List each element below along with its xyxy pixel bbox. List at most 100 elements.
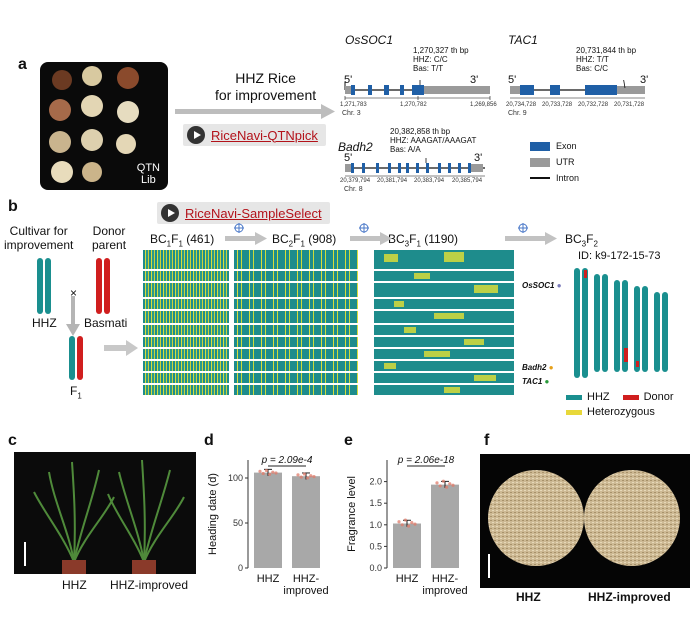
badh2-tick-2: 20,383,794 [414, 178, 445, 184]
marker-badh2-label: Badh2 [522, 363, 547, 372]
heading-point-0-5 [274, 471, 278, 475]
heterozygous-patches [384, 252, 498, 393]
fragrance-level-chart: 0.0 0.5 1.0 1.5 2.0 Fragrance level HHZ HHZ-imp… [346, 455, 468, 597]
fragrance-ytick-label-3: 1.5 [369, 498, 382, 508]
grain-plates-photo [480, 454, 690, 588]
heading-point-0-1 [261, 471, 265, 476]
heading-point-1-2 [302, 472, 306, 476]
fragrance-pvalue: p = 2.06e-18 [397, 455, 455, 466]
legend-exon: Exon [530, 138, 579, 154]
f1-label: F1 [70, 384, 82, 400]
basmati-chromosome-b [104, 258, 110, 314]
hhz-rice-line2: for improvement [215, 87, 317, 103]
panel-c-hhz-label: HHZ [62, 578, 87, 592]
gen-label-bc1f1: BC1F1 (461) [150, 232, 214, 248]
genotype-legend: HHZ Donor Heterozygous [566, 390, 674, 420]
gen1-sub1: 2 [288, 239, 294, 249]
arrow-to-f1 [66, 296, 80, 336]
basmati-parent-label: Basmati [84, 316, 128, 330]
ossoc1-tick-0: 1,271,783 [340, 102, 367, 108]
heading-ylabel: Heading date (d) [207, 473, 219, 555]
hhz-rice-title: HHZ Rice for improvement [215, 70, 316, 104]
badh2-bas: Bas: A/A [390, 145, 421, 154]
arrow-qtn [175, 104, 335, 119]
gene-name-tac1: TAC1 [508, 33, 538, 47]
qtn-library-photo: QTN Lib [40, 62, 168, 190]
fragrance-point-0-1 [400, 523, 404, 527]
arrow-bc3-bc3f2 [505, 223, 557, 245]
basmati-chromosome-a [96, 258, 102, 314]
heading-date-chart: 0 50 100 Heading date (d) HHZ HHZ-improved p =… [207, 455, 329, 597]
ossoc1-tick-2: 1,269,856 [470, 102, 497, 108]
f1-text: F [70, 384, 78, 398]
panel-f-hhz-label: HHZ [516, 590, 541, 604]
fragrance-point-1-5 [451, 483, 455, 487]
badh2-5prime: 5' [344, 152, 353, 164]
fragrance-bar-1 [431, 484, 459, 568]
heading-point-0-2 [264, 468, 268, 473]
heading-ytick-label-0: 0 [238, 563, 243, 573]
marker-tac1: TAC1 ● [522, 377, 549, 386]
fragrance-point-1-0 [435, 481, 439, 485]
panel-c-label: c [8, 432, 17, 449]
donor-swatch [622, 395, 639, 400]
fragrance-point-0-5 [413, 522, 417, 526]
heading-point-1-1 [299, 475, 303, 479]
seed-plates [49, 66, 139, 183]
ossoc1-hhz: HHZ: C/C [413, 55, 448, 64]
arrow-bc2-bc3 [350, 223, 392, 245]
fragrance-point-0-0 [397, 520, 401, 524]
badh2-gene-model [345, 158, 485, 177]
gen2-sub1: 3 [404, 239, 410, 249]
intron-swatch [530, 177, 550, 179]
gen2-f: F [409, 232, 417, 246]
gen-label-bc3f2: BC3F2 [565, 232, 598, 248]
panel-f-label: f [484, 432, 490, 449]
gen1-count: (908) [304, 232, 337, 246]
panel-f-improved-label: HHZ-improved [588, 590, 671, 604]
fragrance-xlabel-1-1: improved [422, 585, 467, 597]
f1-chromosome-donor [77, 336, 83, 380]
heading-point-1-0 [296, 473, 300, 477]
tac1-gene-model [510, 80, 645, 99]
ricenavi-sampleselect-link[interactable]: RiceNavi-SampleSelect [185, 205, 322, 221]
tac1-tick-0: 20,734,728 [506, 102, 537, 108]
heading-xlabel-0: HHZ [257, 573, 280, 585]
ricenavi-qtnpick-link[interactable]: RiceNavi-QTNpick [211, 127, 318, 143]
heading-point-1-4 [309, 474, 313, 478]
heterozygous-swatch [566, 410, 582, 415]
sample-id: ID: k9-172-15-73 [578, 250, 661, 262]
legend-intron-label: Intron [556, 173, 580, 183]
ricenavi-sampleselect-button[interactable]: RiceNavi-SampleSelect [157, 202, 330, 224]
heading-point-0-0 [258, 469, 262, 473]
heatmap-bc3f1 [374, 250, 514, 395]
fragrance-xlabel-1: HHZ- [432, 573, 459, 585]
play-icon [161, 204, 179, 222]
legend-exon-label: Exon [556, 141, 577, 151]
ricenavi-qtnpick-button[interactable]: RiceNavi-QTNpick [183, 124, 326, 146]
marker-ossoc1-label: OsSOC1 [522, 281, 555, 290]
gene-name-badh2: Badh2 [338, 140, 373, 154]
fragrance-bar-0 [393, 523, 421, 568]
badh2-tick-3: 20,385,794 [452, 178, 483, 184]
legend-heterozygous: Heterozygous [566, 405, 674, 420]
hhz-chromosome-a [37, 258, 43, 314]
heading-bar-1 [292, 476, 320, 568]
gen1-sub2: 1 [300, 239, 305, 249]
badh2-tick-0: 20,379,794 [340, 178, 371, 184]
tac1-bp: 20,731,844 th bp [576, 46, 637, 55]
donor-label: Donor parent [92, 224, 127, 252]
ossoc1-annot: 1,270,327 th bp HHZ: C/C Bas: T/T [413, 46, 469, 73]
ossoc1-5prime: 5' [344, 74, 353, 86]
heading-point-1-3 [306, 476, 310, 480]
badh2-hhz: HHZ: AAAGAT/AAAGAT [390, 136, 477, 145]
cross-symbol: × [70, 286, 78, 300]
utr-swatch [530, 157, 550, 167]
heading-ytick-label-2: 100 [228, 473, 243, 483]
panel-d-label: d [204, 432, 214, 449]
heading-point-1-5 [312, 475, 316, 479]
marker-tac1-dot: ● [544, 377, 550, 386]
exon-swatch [530, 141, 550, 151]
fragrance-ytick-label-1: 0.5 [369, 541, 382, 551]
fragrance-point-1-4 [448, 482, 452, 486]
